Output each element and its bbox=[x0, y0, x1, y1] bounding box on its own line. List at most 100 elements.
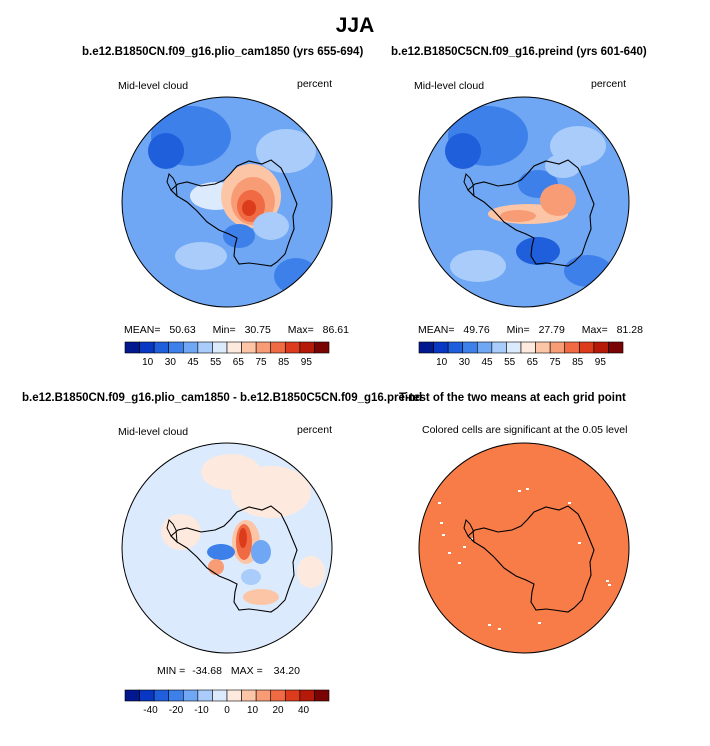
colorbar-tick-label: -40 bbox=[143, 705, 158, 716]
field-contour bbox=[256, 129, 316, 173]
colorbar-cell bbox=[549, 341, 566, 354]
colorbar-tick-label: 65 bbox=[233, 357, 245, 368]
colorbar-cell bbox=[299, 689, 315, 702]
colorbar-cell bbox=[270, 689, 286, 702]
panel2-title: b.e12.B1850C5CN.f09_g16.preind (yrs 601-… bbox=[391, 46, 647, 58]
peninsula-coastline bbox=[463, 519, 475, 544]
field-contour bbox=[175, 242, 227, 270]
nonsignificant-cell bbox=[488, 624, 491, 626]
colorbar-cell bbox=[139, 689, 155, 702]
colorbar-cell bbox=[284, 341, 301, 354]
colorbar-cell bbox=[564, 341, 580, 354]
panel4-subtitle: Colored cells are significant at the 0.0… bbox=[422, 424, 628, 436]
panel4-map bbox=[418, 442, 630, 654]
colorbar-cell bbox=[418, 341, 434, 354]
nonsignificant-cell bbox=[448, 552, 451, 554]
nonsignificant-cell bbox=[608, 584, 611, 586]
colorbar-tick-label: 45 bbox=[481, 357, 493, 368]
field-contour bbox=[242, 200, 256, 216]
nonsignificant-cell bbox=[438, 502, 441, 504]
panel3-min-label: MIN = bbox=[157, 665, 186, 677]
panel1-mean-label: MEAN= bbox=[124, 324, 161, 336]
antarctica-coastline bbox=[170, 159, 298, 267]
field-contour bbox=[239, 528, 247, 548]
colorbar-cell bbox=[226, 341, 242, 354]
field-contour bbox=[251, 540, 271, 564]
panel4-title: T-test of the two means at each grid poi… bbox=[399, 392, 626, 404]
panel3-map bbox=[121, 442, 333, 654]
colorbar-cell bbox=[124, 341, 140, 354]
colorbar-cell bbox=[520, 341, 536, 354]
panel1-map bbox=[121, 96, 333, 308]
colorbar-cell bbox=[476, 341, 493, 354]
panel1-mean: 50.63 bbox=[169, 324, 196, 336]
colorbar-cell bbox=[462, 341, 478, 354]
colorbar-tick-label: 20 bbox=[272, 705, 284, 716]
panel2-max-label: Max= bbox=[581, 324, 608, 336]
nonsignificant-cell bbox=[518, 490, 521, 492]
colorbar-tick-label: -20 bbox=[169, 705, 184, 716]
colorbar-cell bbox=[284, 689, 301, 702]
panel1-stats: MEAN= 50.63 Min= 30.75 Max= 86.61 bbox=[124, 324, 349, 336]
map-border bbox=[121, 442, 333, 654]
colorbar-tick-label: 30 bbox=[459, 357, 471, 368]
nonsignificant-cell bbox=[442, 534, 445, 536]
field-contour bbox=[297, 556, 325, 588]
panel2-colorbar: 10 30 45 55 65 75 85 95 bbox=[418, 341, 624, 368]
colorbar-tick-label: 85 bbox=[278, 357, 290, 368]
field-contour bbox=[516, 237, 560, 265]
colorbar-cell bbox=[299, 341, 315, 354]
panel3-left-label: Mid-level cloud bbox=[118, 426, 189, 438]
colorbar-cell bbox=[212, 341, 228, 354]
field-contour bbox=[207, 544, 235, 560]
colorbar-tick-label: 55 bbox=[504, 357, 516, 368]
panel2-stats: MEAN= 49.76 Min= 27.79 Max= 81.28 bbox=[418, 324, 643, 336]
field-contour bbox=[241, 569, 261, 585]
colorbar-tick-label: 30 bbox=[165, 357, 177, 368]
colorbar-cell bbox=[153, 689, 170, 702]
peninsula-coastline bbox=[463, 173, 475, 198]
colorbar-cell bbox=[124, 689, 140, 702]
map-border bbox=[418, 96, 630, 308]
colorbar-tick-label: 55 bbox=[210, 357, 222, 368]
colorbar-tick-label: 10 bbox=[247, 705, 259, 716]
colorbar-cell bbox=[255, 341, 272, 354]
field-contour bbox=[208, 559, 224, 575]
panel2-units: percent bbox=[591, 78, 627, 90]
colorbar-tick-label: 45 bbox=[187, 357, 199, 368]
nonsignificant-cell bbox=[538, 622, 541, 624]
colorbar-cell bbox=[535, 341, 551, 354]
main-title: JJA bbox=[335, 14, 375, 37]
field-contour bbox=[274, 258, 318, 294]
panel1-title: b.e12.B1850CN.f09_g16.plio_cam1850 (yrs … bbox=[82, 46, 364, 58]
panel3-max: 34.20 bbox=[273, 665, 300, 677]
field-contour bbox=[500, 210, 536, 222]
field-contour bbox=[161, 514, 201, 550]
field-contour bbox=[564, 255, 612, 287]
colorbar-cell bbox=[447, 341, 464, 354]
field-contour bbox=[545, 154, 581, 178]
colorbar-cell bbox=[433, 341, 449, 354]
colorbar-cell bbox=[491, 341, 507, 354]
field-contour bbox=[450, 250, 506, 282]
nonsignificant-cell bbox=[568, 502, 571, 504]
colorbar-cell bbox=[139, 341, 155, 354]
field-contour bbox=[445, 133, 481, 169]
colorbar-cell bbox=[153, 341, 170, 354]
colorbar-cell bbox=[197, 689, 213, 702]
field-contour bbox=[223, 224, 255, 248]
map-border bbox=[418, 442, 630, 654]
colorbar-cell bbox=[506, 341, 522, 354]
colorbar-tick-label: 95 bbox=[301, 357, 313, 368]
colorbar-cell bbox=[270, 341, 286, 354]
map-border bbox=[121, 96, 333, 308]
nonsignificant-cell bbox=[606, 580, 609, 582]
peninsula-coastline bbox=[166, 173, 178, 198]
field-contour bbox=[201, 454, 261, 490]
panel2-map bbox=[418, 96, 630, 308]
nonsignificant-cell bbox=[526, 488, 529, 490]
panel3-colorbar: -40 -20 -10 0 10 20 40 bbox=[124, 689, 330, 716]
antarctica-coastline bbox=[467, 505, 595, 613]
colorbar-tick-label: 95 bbox=[595, 357, 607, 368]
nonsignificant-cell bbox=[463, 546, 466, 548]
